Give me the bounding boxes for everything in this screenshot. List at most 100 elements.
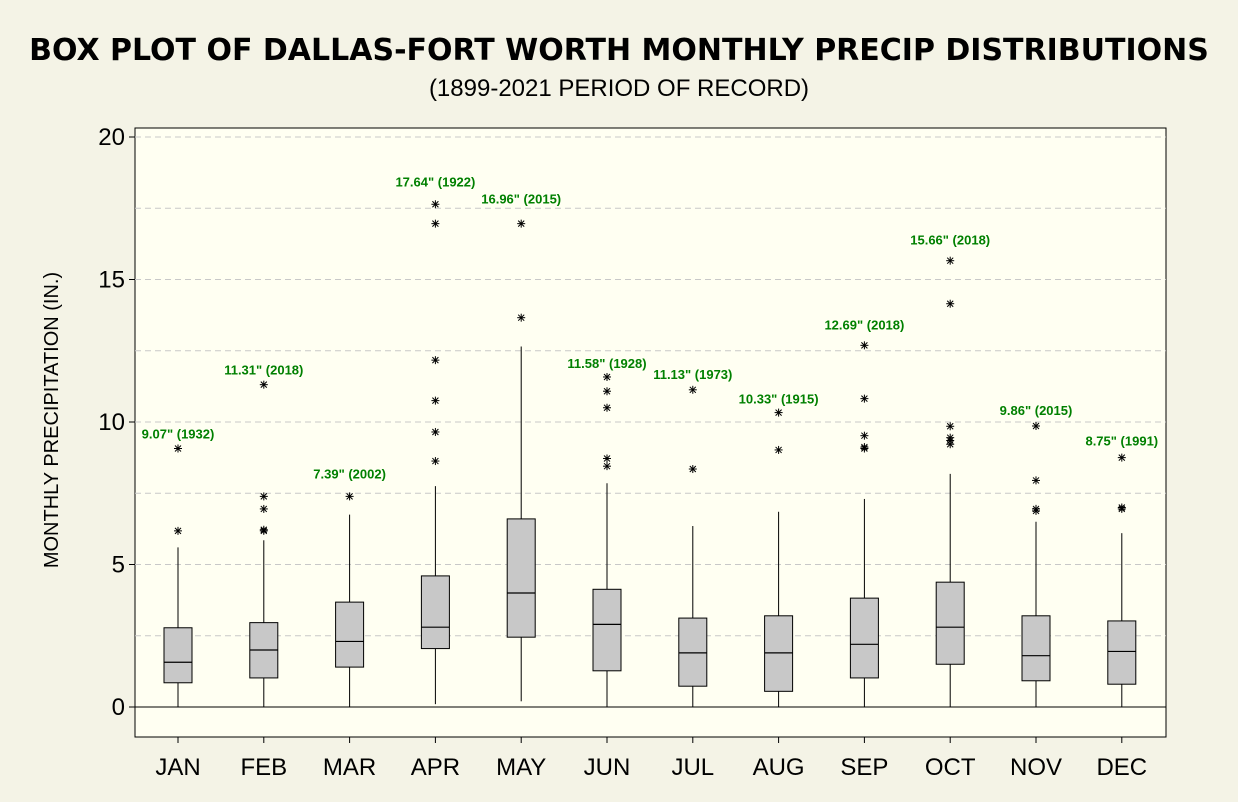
x-tick-label: JUL xyxy=(671,754,714,781)
outlier-stroke xyxy=(432,397,439,404)
outlier-point xyxy=(946,299,955,308)
box-oct: 15.66" (2018) OCT xyxy=(910,233,990,781)
outlier-point xyxy=(431,396,440,405)
outlier-point xyxy=(1032,504,1040,513)
outlier-point xyxy=(259,492,268,501)
outlier-stroke xyxy=(260,505,268,513)
outlier-point xyxy=(603,387,611,396)
outlier-point xyxy=(603,403,611,412)
outlier-stroke xyxy=(861,341,868,349)
outlier-point xyxy=(860,431,869,440)
outlier-point xyxy=(860,341,869,350)
outlier-point xyxy=(431,219,440,228)
outlier-stroke xyxy=(260,526,268,534)
max-annotation: 15.66" (2018) xyxy=(910,233,990,248)
box-dec: 8.75" (1991) DEC xyxy=(1085,434,1158,781)
outlier-point xyxy=(688,465,697,474)
outlier-stroke xyxy=(174,445,182,452)
outlier-point xyxy=(860,443,869,452)
max-annotation: 12.69" (2018) xyxy=(824,317,904,332)
x-tick-label: MAR xyxy=(323,754,376,781)
outlier-point xyxy=(431,356,440,365)
chart-subtitle: (1899-2021 PERIOD OF RECORD) xyxy=(429,75,809,102)
box-iqr xyxy=(1107,620,1137,685)
box-may: 16.96" (2015) MAY xyxy=(481,192,561,781)
outlier-point xyxy=(1032,476,1040,485)
max-annotation: 11.58" (1928) xyxy=(567,356,646,371)
outlier-point xyxy=(946,433,955,442)
box-jun: 11.58" (1928) JUN xyxy=(567,356,646,781)
outlier-point xyxy=(860,394,869,403)
box-iqr xyxy=(678,617,708,687)
outlier-stroke xyxy=(946,257,954,265)
outlier-stroke xyxy=(603,462,611,470)
outlier-stroke xyxy=(861,395,868,402)
outlier-stroke xyxy=(603,455,611,462)
chart-title: BOX PLOT OF DALLAS-FORT WORTH MONTHLY PR… xyxy=(29,33,1209,68)
box-jul: 11.13" (1973) JUL xyxy=(653,367,732,781)
box-mar: 7.39" (2002) MAR xyxy=(313,466,386,781)
box-apr: 17.64" (1922) APR xyxy=(395,174,475,781)
outlier-stroke xyxy=(1032,477,1040,484)
outlier-stroke xyxy=(432,428,439,436)
outlier-stroke xyxy=(432,200,439,208)
x-tick-label: OCT xyxy=(925,754,976,781)
outlier-point xyxy=(174,444,182,453)
x-tick-label: NOV xyxy=(1010,754,1062,781)
outlier-stroke xyxy=(1032,505,1040,513)
x-tick-label: DEC xyxy=(1096,754,1147,781)
outlier-point xyxy=(259,525,268,534)
outlier-stroke xyxy=(775,446,782,454)
outlier-stroke xyxy=(603,373,611,381)
max-annotation: 11.13" (1973) xyxy=(653,367,732,382)
max-annotation: 8.75" (1991) xyxy=(1085,434,1158,449)
box-feb: 11.31" (2018) FEB xyxy=(224,363,303,781)
x-tick-label: APR xyxy=(411,754,460,781)
box-iqr xyxy=(592,588,622,672)
outlier-point xyxy=(431,457,440,466)
max-annotation: 11.31" (2018) xyxy=(224,363,303,378)
outlier-stroke xyxy=(603,404,611,412)
outlier-point xyxy=(345,492,354,501)
outlier-stroke xyxy=(1118,454,1126,461)
outlier-stroke xyxy=(517,314,525,322)
outlier-stroke xyxy=(775,409,782,416)
y-tick-label: 10 xyxy=(98,409,125,436)
max-annotation: 16.96" (2015) xyxy=(481,192,561,207)
box-iqr xyxy=(506,518,536,638)
outlier-point xyxy=(174,526,182,535)
outlier-point xyxy=(517,313,526,322)
x-tick-label: AUG xyxy=(753,754,805,781)
y-axis-label: MONTHLY PRECIPITATION (IN.) xyxy=(41,272,63,568)
x-tick-label: MAY xyxy=(496,754,546,781)
outlier-stroke xyxy=(517,220,525,227)
box-aug: 10.33" (1915) AUG xyxy=(739,392,819,781)
plot-area xyxy=(134,127,1167,738)
outlier-stroke xyxy=(260,381,268,389)
y-tick-label: 5 xyxy=(112,552,125,579)
outlier-point xyxy=(431,427,440,436)
outlier-stroke xyxy=(1032,422,1040,430)
outlier-stroke xyxy=(260,493,268,500)
box-jan: 9.07" (1932) JAN xyxy=(142,427,215,781)
box-iqr xyxy=(335,601,365,668)
y-tick-label: 15 xyxy=(98,267,125,294)
gridlines xyxy=(135,136,1166,708)
outlier-stroke xyxy=(946,422,954,430)
y-axis: 0 5 10 15 20 xyxy=(98,124,135,721)
outlier-point xyxy=(1117,453,1126,462)
outlier-point xyxy=(603,462,611,471)
max-annotation: 7.39" (2002) xyxy=(313,466,386,481)
outlier-stroke xyxy=(346,493,353,500)
outlier-stroke xyxy=(603,387,611,395)
x-tick-label: SEP xyxy=(840,754,888,781)
outlier-point xyxy=(774,445,783,454)
box-iqr xyxy=(849,597,879,679)
box-series: 9.07" (1932) JAN 11.31" (2018) FEB 7.39" (20… xyxy=(142,174,1158,781)
outlier-stroke xyxy=(174,527,182,535)
outlier-point xyxy=(517,219,526,228)
y-tick-label: 20 xyxy=(98,124,125,151)
box-iqr xyxy=(935,581,965,665)
outlier-point xyxy=(259,380,268,389)
